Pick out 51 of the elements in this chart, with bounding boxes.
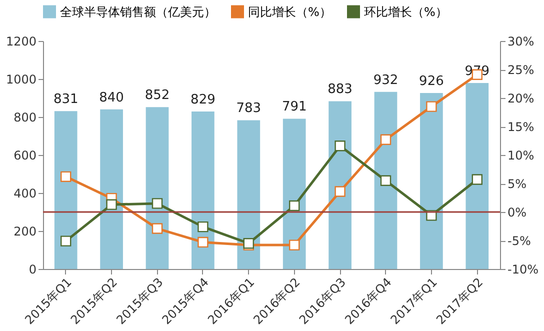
- point: [60, 171, 72, 182]
- y2-tick-label: 20%: [508, 92, 534, 106]
- y-tick-label: 1000: [6, 72, 36, 86]
- data-label: 791: [282, 100, 307, 115]
- bar: [466, 82, 489, 269]
- legend-label: 环比增长（%）: [364, 4, 448, 19]
- data-label: 883: [328, 82, 352, 98]
- y2-tick-label: 0%: [508, 206, 527, 220]
- legend-label: 同比增长（%）: [248, 4, 332, 19]
- y-tick-label: 0: [28, 262, 36, 276]
- y2-tick-label: 15%: [508, 120, 534, 134]
- y-tick-label: 600: [14, 148, 36, 162]
- bar: [54, 111, 78, 269]
- data-label: 926: [419, 74, 444, 90]
- y2-tick-label: 25%: [508, 63, 534, 77]
- y2-tick-label: -10%: [508, 262, 539, 276]
- point: [334, 140, 346, 152]
- data-label: 783: [236, 101, 262, 116]
- data-label: 831: [53, 92, 78, 108]
- point: [426, 101, 437, 112]
- legend-label: 全球半导体销售额（亿美元）: [60, 4, 216, 19]
- bar: [420, 93, 443, 269]
- data-label: 829: [190, 92, 216, 108]
- point: [106, 199, 117, 210]
- point: [152, 223, 163, 234]
- y-tick-label: 800: [14, 110, 36, 124]
- bar: [146, 107, 169, 269]
- y-tick-label: 400: [14, 186, 36, 200]
- point: [198, 236, 208, 248]
- y2-tick-label: 5%: [508, 177, 527, 191]
- data-label: 932: [373, 72, 398, 88]
- point: [380, 134, 392, 145]
- point: [472, 174, 482, 185]
- y2-tick-label: 30%: [508, 34, 534, 48]
- y-tick-label: 200: [14, 224, 36, 238]
- data-label: 840: [99, 90, 124, 106]
- point: [380, 175, 392, 186]
- y2-tick-label: -5%: [508, 234, 531, 248]
- bar: [374, 92, 398, 269]
- point: [289, 200, 300, 212]
- bar: [282, 118, 306, 269]
- bar: [100, 109, 123, 269]
- y-tick-label: 1200: [6, 34, 36, 48]
- point: [60, 236, 72, 246]
- point: [198, 221, 208, 232]
- point: [289, 240, 300, 250]
- data-label: 852: [144, 88, 170, 104]
- y2-tick-label: 10%: [508, 148, 534, 162]
- bar: [237, 120, 260, 269]
- point: [334, 186, 346, 197]
- point: [152, 198, 163, 209]
